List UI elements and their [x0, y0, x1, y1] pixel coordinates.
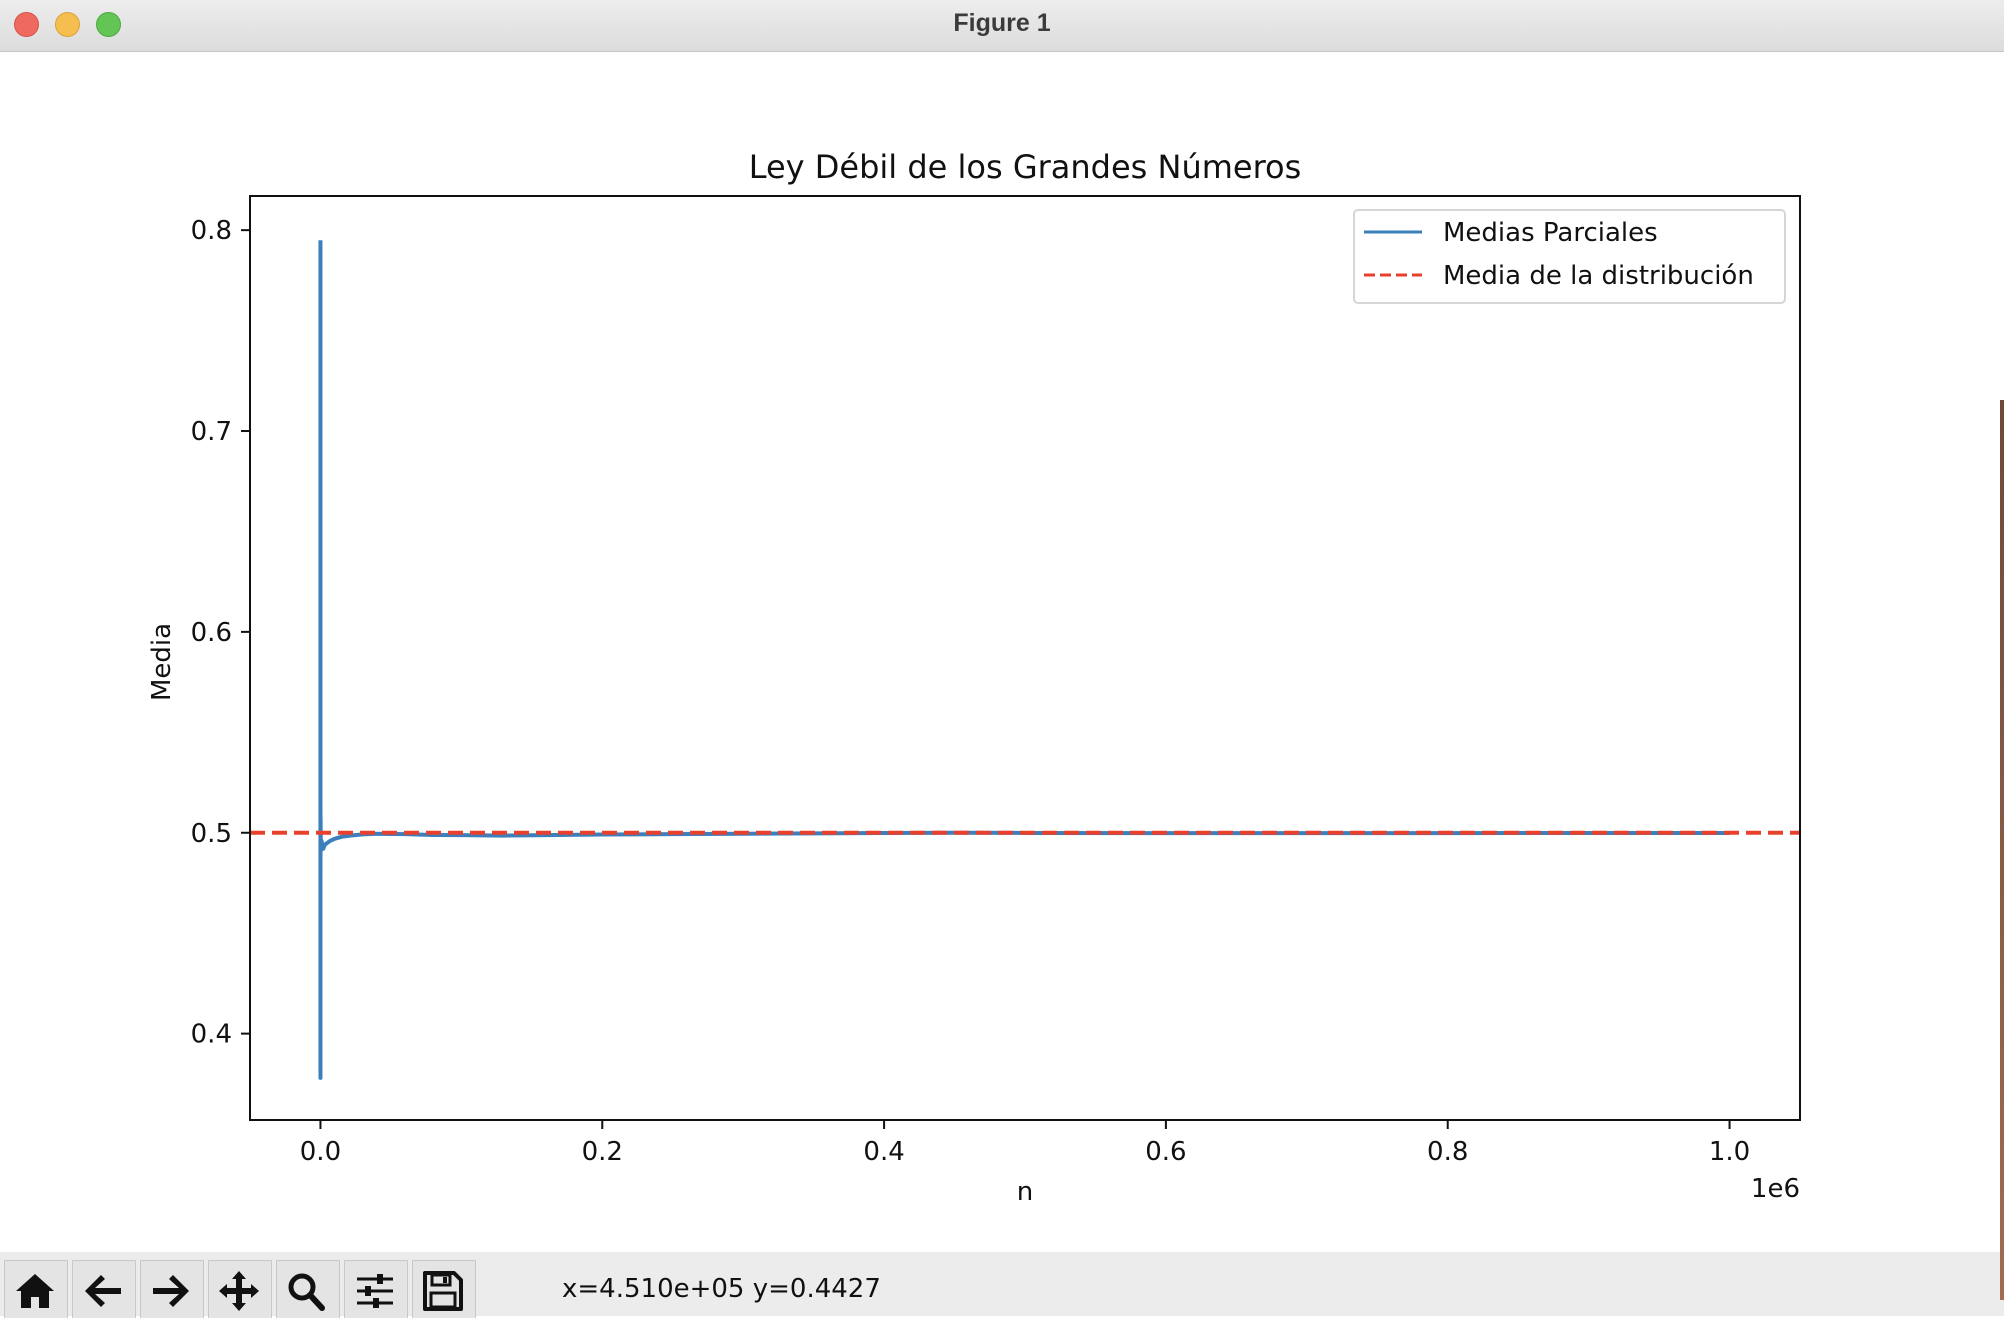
y-axis-label: Media — [147, 623, 177, 701]
legend-box — [1353, 209, 1786, 304]
legend[interactable]: Medias Parciales Media de la distribució… — [1353, 209, 1786, 304]
axis-ticks: 0.0 0.2 0.4 0.6 0.8 1.0 0.4 0.5 0.6 0.7 0.8 — [191, 216, 1751, 1167]
plot-content — [250, 240, 1800, 1080]
navigation-toolbar — [0, 1252, 2004, 1318]
save-button[interactable] — [412, 1260, 476, 1318]
zoom-icon — [288, 1273, 325, 1311]
figure-canvas[interactable]: Ley Débil de los Grandes Números 0.0 0.2 0… — [0, 52, 2004, 1252]
save-icon — [423, 1271, 463, 1311]
close-window-button[interactable] — [14, 12, 39, 37]
x-tick-label: 0.6 — [1145, 1137, 1186, 1167]
home-button[interactable] — [4, 1260, 68, 1318]
x-tick-label: 0.4 — [863, 1137, 904, 1167]
y-tick-label: 0.7 — [191, 417, 232, 447]
y-tick-label: 0.4 — [191, 1020, 232, 1050]
zoom-button[interactable] — [276, 1260, 340, 1318]
x-tick-label: 1.0 — [1709, 1137, 1750, 1167]
back-button[interactable] — [72, 1260, 136, 1318]
series-line-medias-parciales — [318, 240, 1730, 1080]
y-tick-label: 0.5 — [191, 819, 232, 849]
title-bar[interactable]: Figure 1 — [0, 0, 2004, 52]
x-axis-label: n — [1017, 1177, 1033, 1207]
axes-frame — [249, 195, 1801, 1121]
forward-button[interactable] — [140, 1260, 204, 1318]
maximize-window-button[interactable] — [96, 12, 121, 37]
y-tick-label: 0.8 — [191, 216, 232, 246]
forward-arrow-icon — [153, 1275, 189, 1307]
x-axis-offset-text: 1e6 — [1751, 1174, 1800, 1204]
window-title: Figure 1 — [953, 9, 1051, 37]
pan-move-icon — [219, 1271, 259, 1311]
y-tick-label: 0.6 — [191, 618, 232, 648]
pan-button[interactable] — [208, 1260, 272, 1318]
minimize-window-button[interactable] — [55, 12, 80, 37]
x-tick-label: 0.2 — [582, 1137, 623, 1167]
home-icon — [16, 1274, 54, 1308]
legend-label-media-distribucion: Media de la distribución — [1443, 261, 1754, 291]
chart-title: Ley Débil de los Grandes Números — [749, 148, 1302, 186]
legend-label-medias-parciales: Medias Parciales — [1443, 218, 1658, 248]
cursor-coordinates: x=4.510e+05 y=0.4427 — [562, 1274, 881, 1304]
configure-subplots-button[interactable] — [344, 1260, 408, 1318]
x-tick-label: 0.8 — [1427, 1137, 1468, 1167]
configure-subplots-icon — [357, 1274, 393, 1308]
desktop-background-edge — [2000, 400, 2004, 1300]
x-tick-label: 0.0 — [300, 1137, 341, 1167]
plot-area[interactable]: Ley Débil de los Grandes Números 0.0 0.2 0… — [0, 52, 2004, 1252]
back-arrow-icon — [85, 1275, 121, 1307]
